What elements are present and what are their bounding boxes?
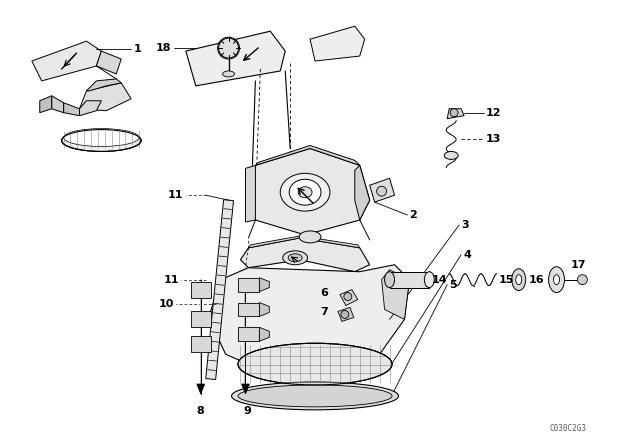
Circle shape [219,38,239,58]
Polygon shape [237,302,259,316]
Ellipse shape [424,271,435,288]
Polygon shape [241,384,250,394]
Polygon shape [79,83,131,111]
Polygon shape [248,148,370,235]
Polygon shape [355,165,370,220]
Polygon shape [255,146,360,165]
Polygon shape [259,327,269,341]
Text: 6: 6 [320,288,328,297]
Ellipse shape [63,129,139,146]
Polygon shape [340,289,358,306]
Text: 18: 18 [156,43,171,53]
Ellipse shape [289,179,321,205]
Ellipse shape [232,382,399,410]
Text: 8: 8 [197,406,205,416]
Circle shape [377,186,387,196]
Text: 13: 13 [486,134,501,143]
Text: 15: 15 [499,275,515,284]
Ellipse shape [516,275,522,284]
Polygon shape [79,101,101,116]
Text: C030C2G3: C030C2G3 [550,424,587,433]
Text: 9: 9 [243,406,252,416]
Polygon shape [63,103,79,116]
Polygon shape [338,307,354,321]
Text: 2: 2 [410,210,417,220]
Text: 11: 11 [163,275,179,284]
Polygon shape [370,178,394,202]
Ellipse shape [238,343,392,385]
Polygon shape [237,278,259,292]
Text: 12: 12 [486,108,502,118]
Ellipse shape [61,129,141,151]
Ellipse shape [288,254,302,262]
Polygon shape [209,265,410,374]
Polygon shape [259,278,269,292]
Polygon shape [40,96,52,113]
Text: 1: 1 [134,44,142,54]
Text: 10: 10 [159,300,174,310]
Polygon shape [310,26,365,61]
Polygon shape [97,51,121,74]
Circle shape [577,275,588,284]
Polygon shape [381,270,410,319]
Ellipse shape [385,271,394,288]
Ellipse shape [554,275,559,284]
Polygon shape [248,236,360,248]
Polygon shape [191,311,211,327]
Ellipse shape [283,251,308,265]
Circle shape [450,109,458,116]
Text: 3: 3 [461,220,468,230]
Ellipse shape [299,231,321,243]
Circle shape [341,310,349,319]
Text: 5: 5 [449,280,457,289]
Polygon shape [191,282,211,297]
Polygon shape [205,200,234,379]
Ellipse shape [238,385,392,407]
Polygon shape [32,41,101,81]
Text: 11: 11 [167,190,183,200]
Polygon shape [186,31,285,86]
Ellipse shape [280,173,330,211]
Polygon shape [237,327,259,341]
Text: 7: 7 [320,307,328,318]
Ellipse shape [548,267,564,293]
Ellipse shape [223,71,234,77]
Text: 17: 17 [570,260,586,270]
Circle shape [344,293,352,301]
Polygon shape [246,165,255,222]
Ellipse shape [298,187,312,198]
Text: 14: 14 [431,275,447,284]
Polygon shape [196,384,205,394]
Polygon shape [241,238,370,271]
Text: 4: 4 [463,250,471,260]
Polygon shape [52,96,63,113]
Polygon shape [259,302,269,316]
Polygon shape [191,336,211,352]
Polygon shape [390,271,429,288]
Polygon shape [447,109,464,119]
Text: 16: 16 [529,275,545,284]
Polygon shape [86,79,121,91]
Ellipse shape [444,151,458,159]
Ellipse shape [512,269,525,291]
